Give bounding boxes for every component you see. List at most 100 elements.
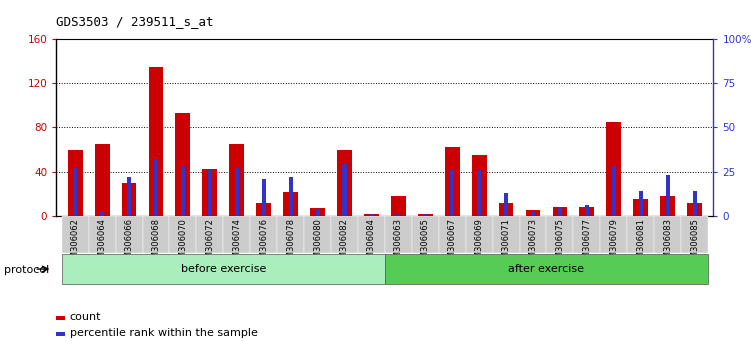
Bar: [342, 163, 346, 216]
Bar: [445, 147, 460, 216]
Bar: [277, 216, 304, 253]
Bar: [170, 216, 196, 253]
Text: GSM306068: GSM306068: [152, 218, 161, 269]
Bar: [283, 192, 298, 216]
Bar: [558, 207, 562, 216]
Bar: [627, 216, 654, 253]
Bar: [116, 216, 143, 253]
Bar: [100, 212, 104, 216]
Bar: [418, 214, 433, 216]
Bar: [250, 216, 277, 253]
Text: before exercise: before exercise: [180, 264, 266, 274]
Bar: [143, 216, 170, 253]
Text: GSM306080: GSM306080: [313, 218, 322, 269]
Bar: [288, 177, 293, 216]
Bar: [424, 214, 427, 216]
Bar: [385, 216, 412, 253]
Bar: [62, 216, 89, 253]
Bar: [612, 166, 616, 216]
Bar: [553, 207, 567, 216]
Bar: [391, 196, 406, 216]
Bar: [68, 149, 83, 216]
Bar: [315, 209, 320, 216]
Bar: [261, 179, 266, 216]
Text: GSM306077: GSM306077: [582, 218, 591, 269]
Bar: [472, 155, 487, 216]
Bar: [176, 113, 190, 216]
Bar: [585, 205, 589, 216]
Bar: [73, 168, 77, 216]
Text: protocol: protocol: [4, 265, 49, 275]
Text: GSM306085: GSM306085: [690, 218, 699, 269]
Text: GSM306082: GSM306082: [340, 218, 349, 269]
Bar: [654, 216, 681, 253]
Bar: [358, 216, 385, 253]
Bar: [477, 170, 481, 216]
Text: percentile rank within the sample: percentile rank within the sample: [70, 328, 258, 338]
Bar: [633, 199, 648, 216]
Bar: [660, 196, 675, 216]
Bar: [600, 216, 627, 253]
Text: GSM306081: GSM306081: [636, 218, 645, 269]
Bar: [665, 175, 670, 216]
Bar: [127, 177, 131, 216]
Bar: [397, 214, 400, 216]
Text: GSM306076: GSM306076: [259, 218, 268, 269]
Bar: [499, 202, 514, 216]
Bar: [310, 208, 325, 216]
Bar: [526, 210, 541, 216]
Bar: [235, 168, 239, 216]
Text: GSM306064: GSM306064: [98, 218, 107, 269]
Bar: [412, 216, 439, 253]
Bar: [95, 144, 110, 216]
Bar: [203, 170, 217, 216]
Bar: [450, 170, 454, 216]
Bar: [504, 193, 508, 216]
Bar: [256, 202, 271, 216]
Bar: [692, 191, 697, 216]
Bar: [223, 216, 250, 253]
Bar: [229, 144, 244, 216]
Bar: [520, 216, 547, 253]
Text: GSM306084: GSM306084: [367, 218, 376, 269]
Text: GSM306071: GSM306071: [502, 218, 511, 269]
Bar: [681, 216, 708, 253]
Bar: [89, 216, 116, 253]
Text: GDS3503 / 239511_s_at: GDS3503 / 239511_s_at: [56, 15, 214, 28]
Bar: [304, 216, 331, 253]
Text: GSM306079: GSM306079: [609, 218, 618, 269]
Bar: [181, 166, 185, 216]
Text: GSM306074: GSM306074: [232, 218, 241, 269]
Text: GSM306078: GSM306078: [286, 218, 295, 269]
Bar: [208, 170, 212, 216]
Bar: [574, 216, 600, 253]
Text: GSM306062: GSM306062: [71, 218, 80, 269]
Bar: [493, 216, 520, 253]
Bar: [154, 159, 158, 216]
Text: GSM306072: GSM306072: [205, 218, 214, 269]
Bar: [439, 216, 466, 253]
Bar: [547, 216, 574, 253]
Text: GSM306063: GSM306063: [394, 218, 403, 269]
Bar: [364, 214, 379, 216]
Bar: [122, 183, 137, 216]
Bar: [606, 122, 621, 216]
Text: GSM306083: GSM306083: [663, 218, 672, 269]
Bar: [149, 67, 164, 216]
Bar: [580, 207, 594, 216]
Text: GSM306067: GSM306067: [448, 218, 457, 269]
Text: count: count: [70, 312, 101, 322]
Bar: [331, 216, 358, 253]
Bar: [638, 191, 643, 216]
Bar: [369, 214, 373, 216]
Bar: [196, 216, 223, 253]
Bar: [385, 254, 708, 284]
Text: GSM306070: GSM306070: [179, 218, 188, 269]
Bar: [62, 254, 385, 284]
Bar: [466, 216, 493, 253]
Text: after exercise: after exercise: [508, 264, 584, 274]
Text: GSM306066: GSM306066: [125, 218, 134, 269]
Text: GSM306065: GSM306065: [421, 218, 430, 269]
Bar: [337, 149, 352, 216]
Text: GSM306069: GSM306069: [475, 218, 484, 269]
